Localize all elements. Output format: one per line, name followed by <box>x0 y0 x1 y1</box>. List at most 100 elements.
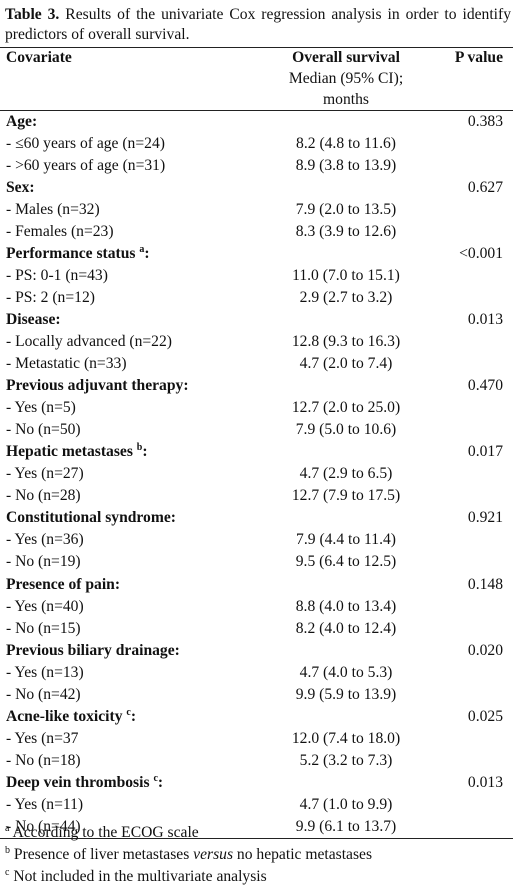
survival-value: 8.3 (3.9 to 12.6) <box>295 222 397 240</box>
empty-cell <box>431 596 513 618</box>
group-label: Sex: <box>0 177 261 199</box>
group-label: Constitutional syndrome: <box>0 507 261 529</box>
table-header: Covariate Overall survival P value Media… <box>0 47 513 111</box>
caption: Table 3. Results of the univariate Cox r… <box>5 5 511 45</box>
sub-row: - Metastatic (n=33) 4.7 (2.0 to 7.4) <box>0 353 513 375</box>
p-value: 0.627 <box>467 178 503 196</box>
sub-row: - Yes (n=13) 4.7 (4.0 to 5.3) <box>0 662 513 684</box>
sub-row: - No (n=44) 9.9 (6.1 to 13.7) <box>0 816 513 838</box>
subgroup-label: - Yes (n=11) <box>6 795 84 813</box>
table-body: Age: 0.383 - ≤60 years of age (n=24) 8.2 (4… <box>0 111 513 839</box>
group-row: Age: 0.383 <box>0 111 513 133</box>
group-suffix: : <box>142 443 148 461</box>
group-row: Presence of pain: 0.148 <box>0 573 513 595</box>
sub-row: - Females (n=23) 8.3 (3.9 to 12.6) <box>0 221 513 243</box>
empty-cell <box>261 309 431 331</box>
header-cell: Overall survival <box>292 49 400 67</box>
subgroup-label: - Yes (n=13) <box>6 663 84 681</box>
empty-cell <box>431 485 513 507</box>
group-row: Acne-like toxicity c: 0.025 <box>0 706 513 728</box>
group-label: Previous adjuvant therapy: <box>0 375 261 397</box>
sub-row: - ≤60 years of age (n=24) 8.2 (4.8 to 11.… <box>0 133 513 155</box>
group-name: Previous adjuvant therapy: <box>6 377 189 395</box>
subgroup-label: - Yes (n=27) <box>6 465 84 483</box>
group-name: Deep vein thrombosis <box>6 773 154 791</box>
header-subcell: Median (95% CI); <box>288 70 404 87</box>
p-value: 0.383 <box>467 112 503 130</box>
group-name: Age: <box>6 112 38 130</box>
subgroup-label: - Yes (n=36) <box>6 531 84 549</box>
header-subcell: months <box>323 90 369 108</box>
empty-cell <box>431 684 513 706</box>
sub-row: - No (n=50) 7.9 (5.0 to 10.6) <box>0 419 513 441</box>
subgroup-label: - No (n=19) <box>6 553 81 571</box>
table: Covariate Overall survival P value Media… <box>0 47 513 839</box>
empty-cell <box>261 640 431 662</box>
survival-value: 7.9 (4.4 to 11.4) <box>296 531 396 549</box>
empty-cell <box>261 243 431 265</box>
sub-row: - Yes (n=40) 8.8 (4.0 to 13.4) <box>0 596 513 618</box>
header-cell: Covariate <box>6 49 72 67</box>
group-label: Acne-like toxicity c: <box>0 706 261 728</box>
note-mark: a <box>139 243 145 255</box>
empty-cell <box>431 529 513 551</box>
footnote-mark: c <box>5 866 10 878</box>
empty-cell <box>431 662 513 684</box>
survival-value: 7.9 (2.0 to 13.5) <box>295 200 397 218</box>
empty-cell <box>431 133 513 155</box>
group-label: Hepatic metastases b: <box>0 441 261 463</box>
sub-row: - Yes (n=11) 4.7 (1.0 to 9.9) <box>0 794 513 816</box>
sub-row: - >60 years of age (n=31) 8.9 (3.8 to 13.… <box>0 155 513 177</box>
group-row: Performance status a: <0.001 <box>0 243 513 265</box>
subgroup-label: - Yes (n=5) <box>6 399 76 417</box>
group-label: Deep vein thrombosis c: <box>0 772 261 794</box>
empty-cell <box>431 221 513 243</box>
sub-row: - No (n=42) 9.9 (5.9 to 13.9) <box>0 684 513 706</box>
sub-row: - PS: 2 (n=12) 2.9 (2.7 to 3.2) <box>0 287 513 309</box>
empty-cell <box>431 397 513 419</box>
footnote-mark: a <box>5 822 10 834</box>
group-label: Performance status a: <box>0 243 261 265</box>
sub-row: - No (n=28) 12.7 (7.9 to 17.5) <box>0 485 513 507</box>
survival-value: 4.7 (4.0 to 5.3) <box>299 663 393 681</box>
survival-value: 8.9 (3.8 to 13.9) <box>295 156 397 174</box>
sub-row: - No (n=15) 8.2 (4.0 to 12.4) <box>0 618 513 640</box>
group-name: Performance status <box>6 244 140 262</box>
group-name: Disease: <box>6 310 61 328</box>
empty-cell <box>261 573 431 595</box>
survival-value: 8.8 (4.0 to 13.4) <box>295 597 397 615</box>
subgroup-label: - PS: 2 (n=12) <box>6 288 95 306</box>
group-row: Constitutional syndrome: 0.921 <box>0 507 513 529</box>
group-name: Acne-like toxicity <box>6 707 127 725</box>
sub-row: - Males (n=32) 7.9 (2.0 to 13.5) <box>0 199 513 221</box>
group-row: Previous adjuvant therapy: 0.470 <box>0 375 513 397</box>
survival-value: 9.5 (6.4 to 12.5) <box>295 553 397 571</box>
subgroup-label: - Females (n=23) <box>6 222 114 240</box>
group-label: Age: <box>0 111 261 133</box>
group-label: Presence of pain: <box>0 573 261 595</box>
footnote: b Presence of liver metastases versus no… <box>5 844 372 866</box>
header-row: Covariate Overall survival P value <box>0 48 513 69</box>
footnote-text: Not included in the multivariate analysi… <box>9 868 267 885</box>
empty-cell <box>431 728 513 750</box>
sub-row: - No (n=18) 5.2 (3.2 to 7.3) <box>0 750 513 772</box>
subgroup-label: - Metastatic (n=33) <box>6 355 127 373</box>
caption-label: Table 3. <box>5 6 60 23</box>
survival-value: 5.2 (3.2 to 7.3) <box>299 751 393 769</box>
group-label: Previous biliary drainage: <box>0 640 261 662</box>
p-value: 0.025 <box>467 707 503 725</box>
group-suffix: : <box>130 707 137 725</box>
survival-value: 4.7 (1.0 to 9.9) <box>299 795 393 813</box>
survival-value: 12.7 (7.9 to 17.5) <box>291 487 401 505</box>
survival-value: 12.8 (9.3 to 16.3) <box>291 332 401 350</box>
group-suffix: : <box>144 244 150 262</box>
footnote-text: no hepatic metastases <box>233 846 373 863</box>
empty-cell <box>261 177 431 199</box>
empty-cell <box>261 441 431 463</box>
group-name: Hepatic metastases <box>6 443 137 461</box>
group-row: Disease: 0.013 <box>0 309 513 331</box>
empty-cell <box>431 750 513 772</box>
group-name: Previous biliary drainage: <box>6 641 180 659</box>
footnotes: a According to the ECOG scale b Presence … <box>5 822 372 888</box>
